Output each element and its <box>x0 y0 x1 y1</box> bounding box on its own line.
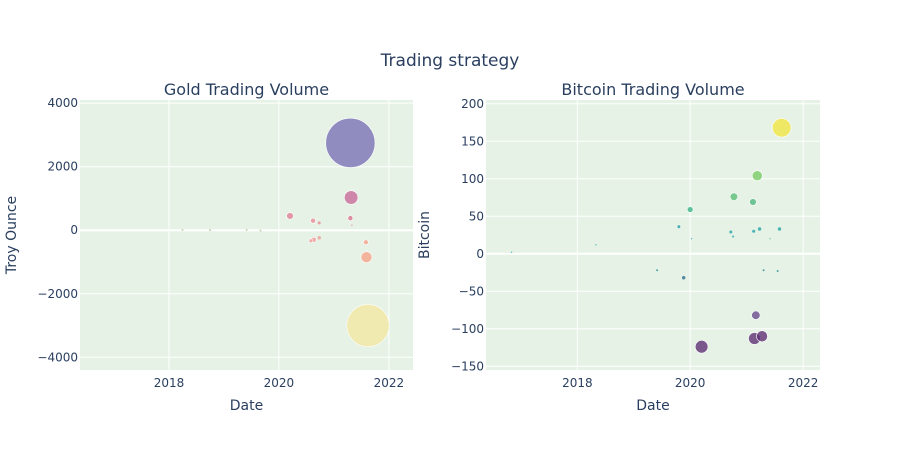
y-axis-title: Troy Ounce <box>4 196 20 275</box>
data-point[interactable] <box>676 224 682 229</box>
plot-area <box>486 100 820 370</box>
y-tick-label: −50 <box>459 284 484 298</box>
y-tick-label: 0 <box>476 247 484 261</box>
data-point[interactable] <box>317 236 321 240</box>
data-point[interactable] <box>325 117 376 168</box>
x-axis-title: Date <box>230 398 263 414</box>
data-point[interactable] <box>181 228 184 232</box>
data-point[interactable] <box>772 118 792 138</box>
data-point[interactable] <box>344 190 359 205</box>
data-point[interactable] <box>751 170 763 182</box>
data-point[interactable] <box>751 310 761 320</box>
data-point[interactable] <box>776 269 779 273</box>
x-tick-label: 2022 <box>788 376 819 390</box>
y-tick-label: −150 <box>451 359 484 373</box>
data-point[interactable] <box>286 212 294 220</box>
y-tick-label: 50 <box>469 209 484 223</box>
bitcoin-panel: 2018 2020 2022 −150 −100 −50 0 50 100 150 200 Bitco… <box>417 80 820 414</box>
data-point[interactable] <box>308 238 314 243</box>
data-point[interactable] <box>769 238 771 240</box>
data-point[interactable] <box>757 227 762 231</box>
data-point[interactable] <box>245 228 248 231</box>
x-tick-label: 2020 <box>675 376 706 390</box>
data-point[interactable] <box>756 330 768 343</box>
data-point[interactable] <box>656 269 659 272</box>
y-tick-label: −100 <box>451 322 484 336</box>
data-point[interactable] <box>762 269 765 272</box>
y-tick-label: 4000 <box>47 96 78 110</box>
x-tick-label: 2022 <box>374 376 405 390</box>
chart-title: Trading strategy <box>380 51 520 71</box>
data-point[interactable] <box>690 238 693 240</box>
data-point[interactable] <box>360 251 373 264</box>
data-point[interactable] <box>259 229 262 232</box>
data-point[interactable] <box>209 229 212 232</box>
data-point[interactable] <box>346 303 390 348</box>
y-axis-title: Bitcoin <box>417 211 433 259</box>
x-tick-label: 2018 <box>154 376 185 390</box>
data-point[interactable] <box>732 235 735 238</box>
y-tick-label: −2000 <box>37 287 78 301</box>
data-point[interactable] <box>777 227 782 231</box>
y-tick-label: −4000 <box>37 350 78 364</box>
x-tick-label: 2018 <box>562 376 593 390</box>
y-tick-label: 2000 <box>47 160 78 174</box>
data-point[interactable] <box>351 224 353 226</box>
data-point[interactable] <box>681 276 686 280</box>
data-point[interactable] <box>694 340 709 354</box>
data-point[interactable] <box>347 215 354 222</box>
gold-panel: 2018 2020 2022 −4000 −2000 0 2000 4000 Gold Trad… <box>4 80 413 414</box>
y-tick-label: 100 <box>461 172 484 186</box>
data-point[interactable] <box>310 217 316 224</box>
data-point[interactable] <box>363 239 369 246</box>
y-tick-label: 200 <box>461 97 484 111</box>
y-tick-label: 150 <box>461 134 484 148</box>
data-point[interactable] <box>686 206 694 213</box>
y-tick-label: 0 <box>70 223 78 237</box>
subplot-title: Bitcoin Trading Volume <box>561 80 744 99</box>
data-point[interactable] <box>752 229 756 233</box>
data-point[interactable] <box>595 244 597 246</box>
data-point[interactable] <box>729 230 733 234</box>
subplot-title: Gold Trading Volume <box>164 80 329 99</box>
data-point[interactable] <box>729 192 739 201</box>
data-point[interactable] <box>510 251 513 253</box>
x-tick-label: 2020 <box>264 376 295 390</box>
data-point[interactable] <box>317 221 321 225</box>
x-axis-title: Date <box>636 398 669 414</box>
data-point[interactable] <box>749 198 757 206</box>
